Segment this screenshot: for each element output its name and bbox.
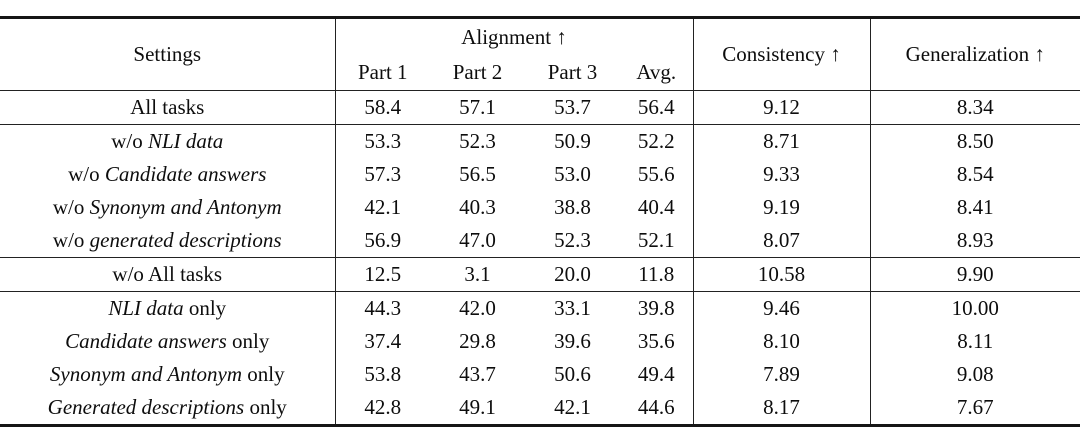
cell-consistency: 8.71 <box>693 124 871 158</box>
cell-part3: 20.0 <box>525 257 620 292</box>
setting-cell: All tasks <box>0 90 336 125</box>
setting-cell: w/o Candidate answers <box>0 158 336 191</box>
cell-avg: 39.8 <box>620 291 694 325</box>
cell-part1: 53.3 <box>364 128 402 153</box>
table-row-wo-all-tasks: w/o All tasks 12.5 3.1 20.0 11.8 10.58 9… <box>0 257 1080 292</box>
table-row-wo-synonym-antonym: w/o Synonym and Antonym 42.1 40.3 38.8 4… <box>0 191 1080 224</box>
column-header-part1: Part 1 <box>335 56 430 91</box>
cell-part3: 42.1 <box>554 394 591 419</box>
cell-avg: 11.8 <box>620 257 694 292</box>
cell-part2: 29.8 <box>459 328 496 353</box>
cell-consistency: 9.19 <box>693 191 871 224</box>
cell-avg: 35.6 <box>620 325 694 358</box>
cell-part2: 56.5 <box>459 161 496 186</box>
cell-part2: 42.0 <box>459 295 496 320</box>
cell-avg: 49.4 <box>620 358 694 391</box>
cell-part3: 50.6 <box>554 361 591 386</box>
cell-generalization: 8.54 <box>956 161 994 186</box>
cell-part3: 53.7 <box>525 90 620 125</box>
cell-generalization: 9.90 <box>870 257 1080 292</box>
cell-part3: 33.1 <box>554 295 591 320</box>
column-header-alignment: Alignment ↑ <box>335 17 694 56</box>
column-header-part2: Part 2 <box>430 56 525 91</box>
header-row-top: Settings Alignment ↑ Consistency ↑ Gener… <box>0 17 1080 91</box>
cell-consistency: 8.10 <box>693 325 871 358</box>
cell-part1: 57.3 <box>364 161 402 186</box>
cell-consistency: 8.17 <box>693 391 871 426</box>
cell-consistency: 9.12 <box>693 90 871 125</box>
cell-generalization: 8.41 <box>956 194 994 219</box>
cell-avg: 52.2 <box>620 124 694 158</box>
table-row-synonym-antonym-only: Synonym and Antonym only 53.8 43.7 50.6 … <box>0 358 1080 391</box>
cell-part3: 52.3 <box>525 224 620 258</box>
cell-part2: 52.3 <box>459 128 496 153</box>
cell-part1: 37.4 <box>364 328 402 353</box>
cell-generalization: 10.00 <box>951 295 999 320</box>
cell-part2: 3.1 <box>430 257 525 292</box>
setting-cell: Generated descriptions only <box>0 391 336 426</box>
setting-cell: Synonym and Antonym only <box>0 358 336 391</box>
cell-generalization: 8.11 <box>957 328 994 353</box>
table-row-wo-nli-data: w/o NLI data 53.3 52.3 50.9 52.2 8.71 8.… <box>0 124 1080 158</box>
cell-generalization: 8.93 <box>870 224 1080 258</box>
setting-cell: NLI data only <box>0 291 336 325</box>
column-header-settings: Settings <box>0 17 336 91</box>
setting-cell: w/o Synonym and Antonym <box>0 191 336 224</box>
cell-avg: 55.6 <box>620 158 694 191</box>
header-row-sub: Part 1 Part 2 Part 3 Avg. <box>0 56 1080 91</box>
cell-generalization: 9.08 <box>956 361 994 386</box>
table-row-wo-candidate-answers: w/o Candidate answers 57.3 56.5 53.0 55.… <box>0 158 1080 191</box>
table-row-candidate-answers-only: Candidate answers only 37.4 29.8 39.6 35… <box>0 325 1080 358</box>
cell-part3: 39.6 <box>554 328 591 353</box>
cell-part1: 42.8 <box>364 394 402 419</box>
cell-consistency: 8.07 <box>693 224 871 258</box>
cell-part2: 49.1 <box>459 394 496 419</box>
cell-part2: 57.1 <box>430 90 525 125</box>
cell-avg: 44.6 <box>620 391 694 426</box>
cell-avg: 56.4 <box>620 90 694 125</box>
table-row-nli-data-only: NLI data only 44.3 42.0 33.1 39.8 9.46 1… <box>0 291 1080 325</box>
table-row-all-tasks: All tasks 58.4 57.1 53.7 56.4 9.12 8.34 <box>0 90 1080 125</box>
column-header-avg: Avg. <box>620 56 694 91</box>
cell-part1: 44.3 <box>364 295 402 320</box>
cell-part3: 38.8 <box>554 194 591 219</box>
table-row-wo-generated-descriptions: w/o generated descriptions 56.9 47.0 52.… <box>0 224 1080 258</box>
cell-part1: 53.8 <box>364 361 402 386</box>
setting-cell: w/o NLI data <box>0 124 336 158</box>
column-header-part3: Part 3 <box>525 56 620 91</box>
column-header-generalization: Generalization ↑ <box>870 17 1080 91</box>
cell-avg: 40.4 <box>620 191 694 224</box>
cell-part3: 53.0 <box>554 161 591 186</box>
column-header-consistency: Consistency ↑ <box>693 17 871 91</box>
cell-part2: 40.3 <box>459 194 496 219</box>
cell-part2: 47.0 <box>430 224 525 258</box>
cell-part2: 43.7 <box>459 361 496 386</box>
cell-part1: 56.9 <box>335 224 430 258</box>
cell-part3: 50.9 <box>554 128 591 153</box>
table-header: Settings Alignment ↑ Consistency ↑ Gener… <box>0 17 1080 91</box>
cell-consistency: 7.89 <box>693 358 871 391</box>
cell-generalization: 7.67 <box>956 394 994 419</box>
table-body: All tasks 58.4 57.1 53.7 56.4 9.12 8.34 … <box>0 90 1080 426</box>
cell-consistency: 9.33 <box>693 158 871 191</box>
setting-cell: w/o generated descriptions <box>0 224 336 258</box>
cell-consistency: 9.46 <box>693 291 871 325</box>
cell-part1: 42.1 <box>364 194 402 219</box>
setting-cell: w/o All tasks <box>0 257 336 292</box>
cell-generalization: 8.50 <box>956 128 994 153</box>
ablation-results-table: Settings Alignment ↑ Consistency ↑ Gener… <box>0 16 1080 427</box>
cell-part1: 58.4 <box>335 90 430 125</box>
cell-avg: 52.1 <box>620 224 694 258</box>
setting-cell: Candidate answers only <box>0 325 336 358</box>
cell-consistency: 10.58 <box>693 257 871 292</box>
table-row-generated-descriptions-only: Generated descriptions only 42.8 49.1 42… <box>0 391 1080 426</box>
cell-part1: 12.5 <box>335 257 430 292</box>
cell-generalization: 8.34 <box>870 90 1080 125</box>
